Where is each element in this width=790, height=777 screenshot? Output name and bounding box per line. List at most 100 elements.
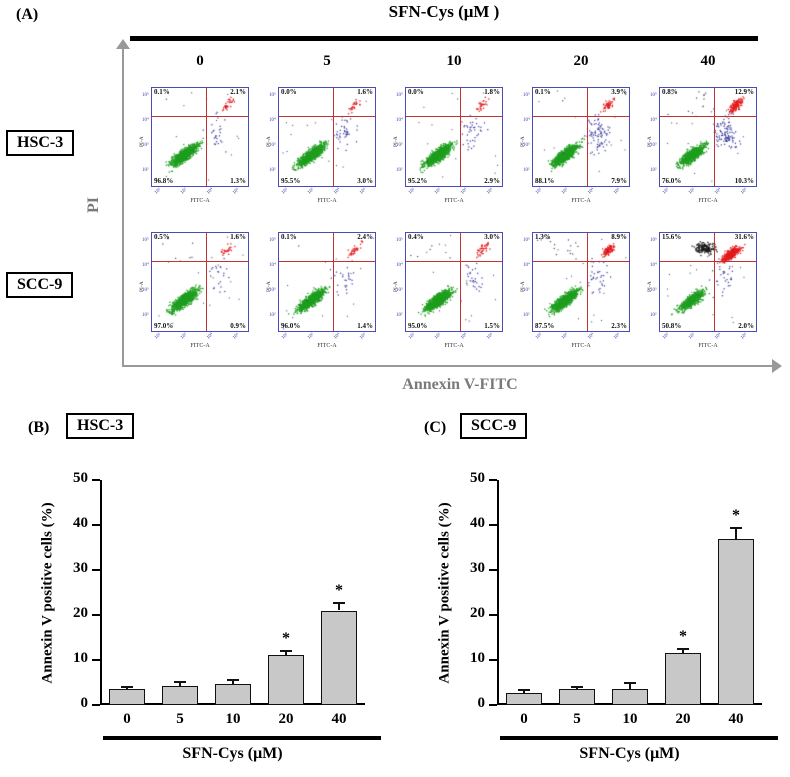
- quadrant-ul-percentage: 0.1%: [535, 88, 551, 96]
- row-label-scc9: SCC-9: [6, 272, 74, 298]
- quadrant-lr-percentage: 2.9%: [484, 177, 500, 185]
- concentration-label: 5: [323, 53, 331, 69]
- plot-x-tick-label: 10²: [535, 332, 544, 341]
- plot-x-tick-label: 10⁴: [206, 187, 215, 196]
- plot-x-axis-title: FITC-A: [698, 198, 718, 204]
- y-tick-mark: [489, 704, 497, 706]
- scatter-dots: [152, 88, 248, 186]
- plot-y-tick-label: 10²: [269, 313, 276, 318]
- plot-y-tick-label: 10³: [650, 288, 657, 293]
- bar: [321, 610, 357, 705]
- scatter-dots: [279, 88, 375, 186]
- plot-x-axis-title: FITC-A: [190, 198, 210, 204]
- x-tick-label: 20: [278, 711, 294, 727]
- plot-x-axis-title: FITC-A: [444, 198, 464, 204]
- bar: [612, 688, 648, 705]
- plot-x-axis-title: FITC-A: [444, 343, 464, 349]
- panel-c-title: SCC-9: [460, 413, 528, 439]
- plot-y-tick-label: 10²: [523, 168, 530, 173]
- quadrant-ll-percentage: 76.0%: [662, 177, 682, 185]
- quadrant-lr-percentage: 1.4%: [357, 322, 373, 330]
- quadrant-lr-percentage: 1.3%: [230, 177, 246, 185]
- plot-y-tick-label: 10⁵: [269, 93, 276, 98]
- flow-plot: 0.8% 12.9% 76.0% 10.3%: [659, 87, 757, 187]
- plot-y-tick-label: 10⁵: [523, 93, 530, 98]
- plot-y-tick-label: 10⁵: [269, 238, 276, 243]
- panel-b-label: (B): [28, 419, 50, 436]
- plot-x-tick-label: 10³: [561, 332, 570, 341]
- plot-y-tick-label: 10³: [650, 143, 657, 148]
- y-tick-mark: [92, 614, 100, 616]
- quadrant-line-vertical: [459, 233, 461, 331]
- quadrant-ul-percentage: 0.8%: [662, 88, 678, 96]
- x-tick-label: 5: [176, 711, 184, 727]
- y-tick-mark: [92, 524, 100, 526]
- error-bar-stem: [285, 651, 287, 655]
- x-axis-arrowhead-icon: [772, 359, 782, 373]
- quadrant-ur-percentage: 1.8%: [484, 88, 500, 96]
- plot-x-tick-label: 10⁵: [486, 187, 495, 196]
- plot-y-tick-label: 10²: [523, 313, 530, 318]
- quadrant-ul-percentage: 1.3%: [535, 233, 551, 241]
- quadrant-lr-percentage: 10.3%: [734, 177, 754, 185]
- x-tick-label: 20: [675, 711, 691, 727]
- quadrant-line-horizontal: [406, 261, 502, 263]
- error-bar-stem: [576, 687, 578, 690]
- y-tick-label: 50: [73, 470, 88, 486]
- plot-x-tick-label: 10⁵: [740, 332, 749, 341]
- scatter-dots: [406, 88, 502, 186]
- y-tick-mark: [92, 569, 100, 571]
- error-bar-stem: [338, 603, 340, 611]
- y-axis-title: Annexin V positive cells (%): [436, 501, 453, 684]
- plot-x-tick-label: 10⁴: [587, 187, 596, 196]
- y-axis-title: Annexin V positive cells (%): [39, 501, 56, 684]
- quadrant-ur-percentage: 3.0%: [484, 233, 500, 241]
- quadrant-ul-percentage: 0.5%: [154, 233, 170, 241]
- flow-plot: 0.1% 3.9% 88.1% 7.9%: [532, 87, 630, 187]
- quadrant-line-vertical: [205, 233, 207, 331]
- y-tick-mark: [489, 524, 497, 526]
- y-tick-label: 50: [470, 470, 485, 486]
- quadrant-ll-percentage: 88.1%: [535, 177, 555, 185]
- plot-y-tick-label: 10²: [650, 313, 657, 318]
- plot-x-tick-label: 10³: [180, 332, 189, 341]
- bar: [109, 689, 145, 705]
- y-axis-arrowhead-icon: [116, 39, 130, 49]
- bar: [665, 653, 701, 705]
- plot-y-tick-label: 10⁵: [650, 238, 657, 243]
- flow-plot: 1.3% 8.9% 87.5% 2.3%: [532, 232, 630, 332]
- flow-plot-cell: 15.6% 31.6% 50.8% 2.0% PI-A 10⁵ 10⁴ 10³ 10² 10² 10…: [645, 230, 760, 360]
- plot-x-tick-label: 10³: [307, 332, 316, 341]
- quadrant-ll-percentage: 97.0%: [154, 322, 174, 330]
- x-tick-label: 40: [728, 711, 744, 727]
- concentration-label: 0: [196, 53, 204, 69]
- flow-plot-cell: 0.8% 12.9% 76.0% 10.3% PI-A 10⁵ 10⁴ 10³ 10² 10² 10…: [645, 85, 760, 215]
- plot-x-tick-label: 10²: [662, 187, 671, 196]
- plot-x-tick-label: 10³: [688, 187, 697, 196]
- y-tick-mark: [92, 479, 100, 481]
- quadrant-line-horizontal: [279, 261, 375, 263]
- quadrant-lr-percentage: 3.0%: [357, 177, 373, 185]
- quadrant-ul-percentage: 15.6%: [662, 233, 682, 241]
- x-axis-underline: [500, 736, 778, 740]
- y-tick-mark: [92, 704, 100, 706]
- plot-x-tick-label: 10²: [408, 332, 417, 341]
- bar: [718, 539, 754, 705]
- quadrant-ll-percentage: 96.8%: [154, 177, 174, 185]
- plot-x-tick-label: 10⁵: [232, 187, 241, 196]
- flow-plot-cell: 0.1% 2.1% 96.8% 1.3% PI-A 10⁵ 10⁴ 10³ 10² 10² 10³ 1…: [137, 85, 252, 215]
- quadrant-line-vertical: [332, 233, 334, 331]
- plot-x-axis-title: FITC-A: [317, 198, 337, 204]
- quadrant-line-horizontal: [406, 116, 502, 118]
- quadrant-ul-percentage: 0.1%: [281, 233, 297, 241]
- quadrant-ll-percentage: 87.5%: [535, 322, 555, 330]
- plot-x-tick-label: 10⁴: [206, 332, 215, 341]
- flow-plot: 0.0% 1.8% 95.2% 2.9%: [405, 87, 503, 187]
- plot-y-tick-label: 10²: [396, 168, 403, 173]
- error-bar-stem: [682, 648, 684, 654]
- plot-x-tick-label: 10⁵: [613, 187, 622, 196]
- plot-y-tick-label: 10⁴: [650, 263, 657, 268]
- x-tick-label: 5: [573, 711, 581, 727]
- plot-y-tick-label: 10³: [523, 288, 530, 293]
